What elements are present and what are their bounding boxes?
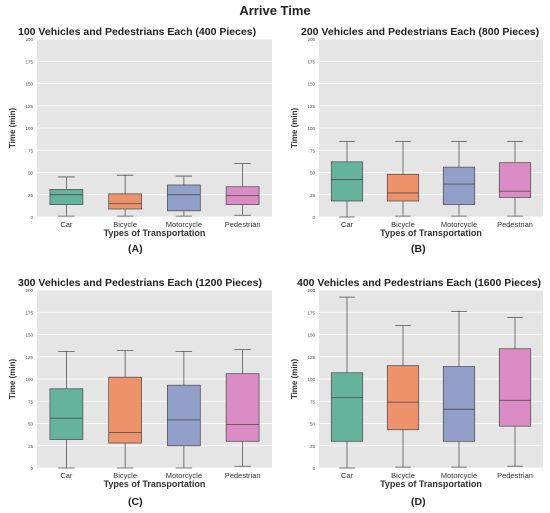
y-axis-label: Time (min): [290, 359, 299, 400]
y-tick-label: 0: [312, 215, 315, 220]
y-tick-label: 100: [25, 377, 33, 382]
box-car: [49, 388, 84, 440]
x-axis-label: Types of Transportation: [104, 228, 206, 238]
y-tick-label: 50: [28, 171, 34, 176]
box-car: [330, 372, 364, 442]
x-tick-label: Car: [341, 220, 354, 229]
x-tick-label: Pedestrian: [497, 471, 533, 480]
x-axis-label: Types of Transportation: [380, 479, 482, 489]
x-tick-label: Motorcycle: [441, 220, 477, 229]
x-tick-label: Bicycle: [113, 220, 137, 229]
y-tick-label: 50: [28, 422, 34, 427]
box-motorcycle: [442, 166, 476, 205]
box-car: [330, 161, 364, 202]
y-tick-label: 125: [307, 104, 315, 109]
panel-c-label: (C): [128, 496, 143, 508]
y-tick-label: 100: [307, 126, 315, 131]
box-bicycle: [386, 173, 420, 202]
box-motorcycle: [167, 184, 201, 212]
y-tick-label: 200: [307, 37, 315, 42]
box-bicycle: [108, 193, 142, 210]
panel-a-label: (A): [128, 243, 143, 255]
x-tick-label: Motorcycle: [166, 471, 202, 480]
y-tick-label: 0: [30, 215, 33, 220]
box-motorcycle: [167, 384, 201, 447]
box-car: [49, 189, 84, 205]
y-tick-label: 200: [307, 288, 315, 293]
x-tick-label: Pedestrian: [225, 471, 261, 480]
x-tick-label: Bicycle: [391, 220, 415, 229]
y-tick-label: 25: [310, 444, 316, 449]
box-pedestrian: [225, 373, 260, 442]
x-tick-label: Car: [341, 471, 354, 480]
y-tick-label: 75: [310, 399, 316, 404]
y-tick-label: 200: [25, 288, 33, 293]
y-tick-label: 25: [28, 193, 34, 198]
y-tick-label: 0: [312, 466, 315, 471]
x-tick-label: Motorcycle: [441, 471, 477, 480]
panel-c-title: 300 Vehicles and Pedestrians Each (1200 …: [18, 277, 262, 289]
y-tick-label: 150: [307, 82, 315, 87]
y-tick-label: 125: [307, 355, 315, 360]
y-tick-label: 175: [307, 59, 315, 64]
y-tick-label: 125: [25, 355, 33, 360]
y-tick-label: 75: [28, 399, 34, 404]
panel-d-title: 400 Vehicles and Pedestrians Each (1600 …: [297, 277, 541, 289]
x-tick-label: Car: [60, 471, 73, 480]
panel-a-title: 100 Vehicles and Pedestrians Each (400 P…: [18, 26, 257, 38]
y-axis-label: Time (min): [290, 108, 299, 149]
x-tick-label: Bicycle: [391, 471, 415, 480]
y-tick-label: 100: [307, 377, 315, 382]
x-tick-label: Bicycle: [113, 471, 137, 480]
y-tick-label: 150: [25, 333, 33, 338]
x-tick-label: Pedestrian: [497, 220, 533, 229]
y-tick-label: 75: [310, 148, 316, 153]
box-motorcycle: [442, 366, 476, 442]
y-tick-label: 0: [30, 466, 33, 471]
panel-b-label: (B): [411, 243, 426, 255]
y-tick-label: 150: [25, 82, 33, 87]
x-tick-label: Pedestrian: [225, 220, 261, 229]
x-axis-label: Types of Transportation: [380, 228, 482, 238]
y-tick-label: 200: [25, 37, 33, 42]
y-axis-label: Time (min): [8, 108, 17, 149]
y-axis-label: Time (min): [8, 359, 17, 400]
y-tick-label: 175: [307, 310, 315, 315]
y-tick-label: 125: [25, 104, 33, 109]
y-tick-label: 25: [310, 193, 316, 198]
x-tick-label: Motorcycle: [166, 220, 202, 229]
y-tick-label: 50: [310, 171, 316, 176]
y-tick-label: 75: [28, 148, 34, 153]
y-tick-label: 100: [25, 126, 33, 131]
x-tick-label: Car: [60, 220, 73, 229]
y-tick-label: 25: [28, 444, 34, 449]
panel-b-title: 200 Vehicles and Pedestrians Each (800 P…: [301, 26, 540, 38]
y-tick-label: 50: [310, 422, 316, 427]
box-pedestrian: [498, 348, 532, 427]
y-tick-label: 150: [307, 333, 315, 338]
y-tick-label: 175: [25, 310, 33, 315]
panel-d-label: (D): [411, 496, 426, 508]
x-axis-label: Types of Transportation: [104, 479, 206, 489]
y-tick-label: 175: [25, 59, 33, 64]
box-bicycle: [386, 365, 420, 431]
figure-title: Arrive Time: [239, 3, 311, 18]
